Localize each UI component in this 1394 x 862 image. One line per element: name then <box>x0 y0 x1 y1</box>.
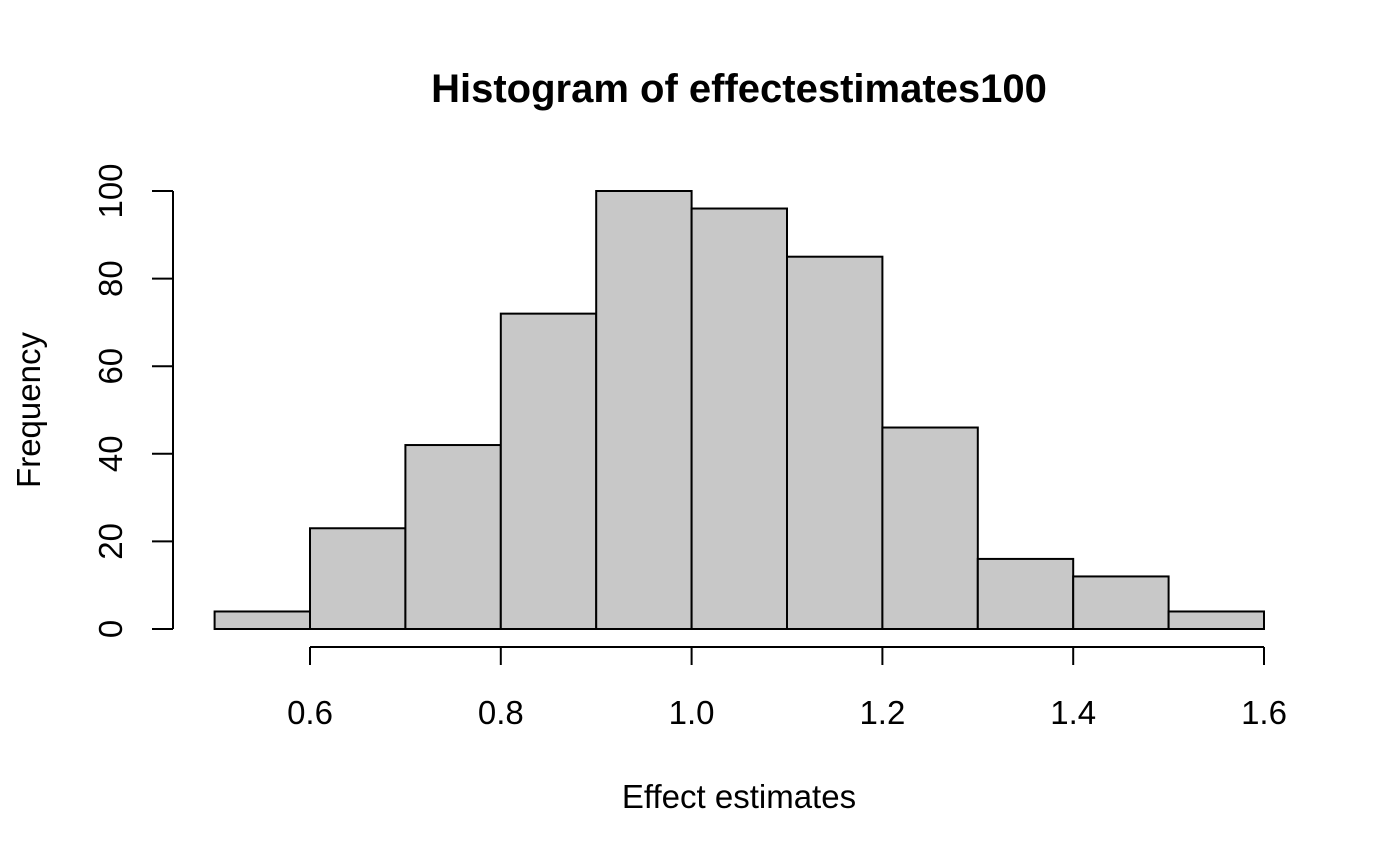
x-tick-label: 0.8 <box>478 694 524 731</box>
x-axis-label: Effect estimates <box>622 778 856 815</box>
histogram-bar-8 <box>881 426 979 630</box>
x-axis: 0.6 0.8 1.0 1.2 1.4 1.6 <box>287 646 1287 731</box>
histogram-bar-4 <box>499 312 598 630</box>
x-tick-label: 1.4 <box>1050 694 1096 731</box>
histogram-bar-3 <box>404 444 502 631</box>
bars-group <box>213 190 1265 631</box>
histogram-bar-6 <box>690 207 788 631</box>
y-tick-label: 0 <box>92 620 129 638</box>
histogram-bar-1 <box>213 610 312 630</box>
y-tick-label: 100 <box>92 163 129 218</box>
histogram-bar-7 <box>786 255 884 630</box>
x-tick-label: 0.6 <box>287 694 333 731</box>
y-tick-label: 60 <box>92 348 129 385</box>
histogram-bar-9 <box>976 557 1075 630</box>
y-tick-label: 80 <box>92 260 129 297</box>
x-tick-label: 1.6 <box>1241 694 1287 731</box>
y-tick-label: 40 <box>92 435 129 472</box>
y-axis-label: Frequency <box>10 332 47 488</box>
histogram-bar-5 <box>595 190 693 630</box>
y-tick-label: 20 <box>92 523 129 560</box>
y-axis: 0 20 40 60 80 100 <box>92 163 174 638</box>
histogram-bar-11 <box>1167 610 1265 630</box>
chart-title: Histogram of effectestimates100 <box>431 67 1047 111</box>
histogram-bar-2 <box>309 527 407 631</box>
histogram-bar-10 <box>1072 575 1170 631</box>
x-tick-label: 1.2 <box>859 694 905 731</box>
x-tick-label: 1.0 <box>669 694 715 731</box>
